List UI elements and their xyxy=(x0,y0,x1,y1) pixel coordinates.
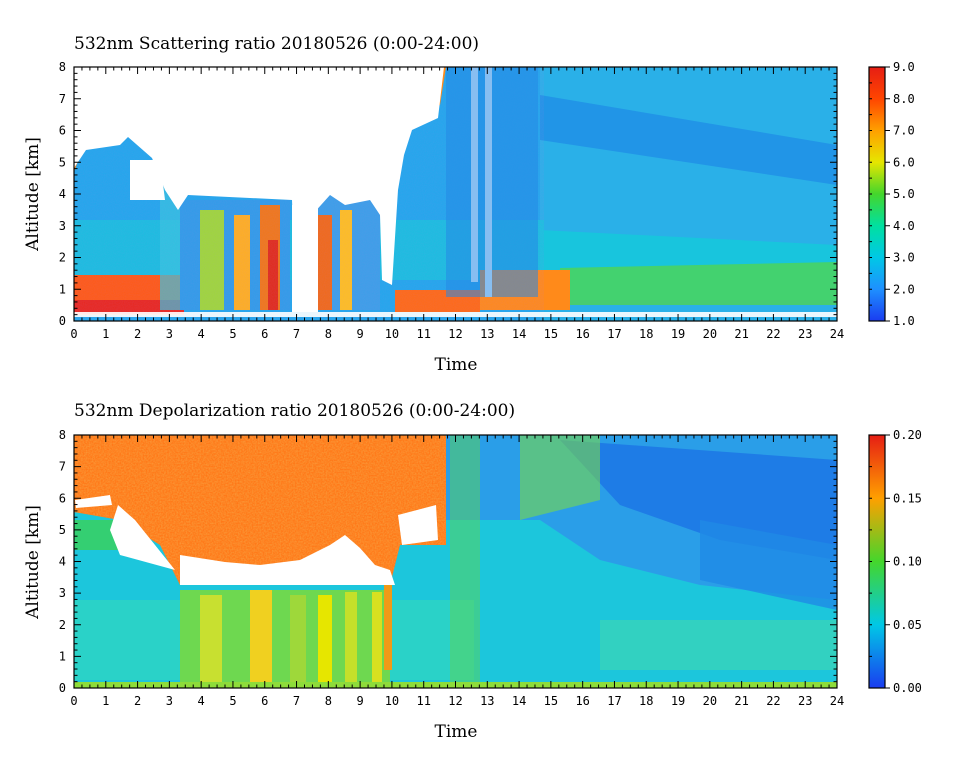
scattering-ytick-label: 3 xyxy=(59,219,66,233)
scattering-ticks: 0 1 2 3 4 5 6 7 8 9 10 11 12 13 14 15 16 17 18 19 20 21 22 23 24… xyxy=(59,60,844,341)
scattering-xtick-label: 1 xyxy=(102,327,109,341)
depolarization-colorbar-label: 0.15 xyxy=(893,491,922,505)
depolarization-xtick-label: 10 xyxy=(385,694,399,708)
depolarization-ticks: 0 1 2 3 4 5 6 7 8 9 10 11 12 13 14 15 16 17 18 19 20 21 22 23 24… xyxy=(59,428,844,708)
scattering-xtick-label: 9 xyxy=(357,327,364,341)
depolarization-xlabel: Time xyxy=(435,722,478,742)
scattering-xtick-label: 17 xyxy=(607,327,621,341)
depolarization-ytick-label: 3 xyxy=(59,586,66,600)
scattering-ytick-label: 8 xyxy=(59,60,66,74)
scattering-title: 532nm Scattering ratio 20180526 (0:00-24… xyxy=(74,34,479,54)
depolarization-xtick-label: 21 xyxy=(734,694,748,708)
depolarization-xtick-label: 3 xyxy=(166,694,173,708)
scattering-xtick-label: 8 xyxy=(325,327,332,341)
scattering-xtick-label: 2 xyxy=(134,327,141,341)
depolarization-xtick-label: 8 xyxy=(325,694,332,708)
scattering-colorbar-label: 5.0 xyxy=(893,187,915,201)
depolarization-xtick-label: 5 xyxy=(229,694,236,708)
depolarization-ytick-label: 6 xyxy=(59,491,66,505)
scattering-plot-area xyxy=(74,67,837,321)
scattering-xtick-label: 6 xyxy=(261,327,268,341)
depolarization-xtick-label: 22 xyxy=(766,694,780,708)
depolarization-xtick-label: 9 xyxy=(357,694,364,708)
scattering-colorbar-label: 7.0 xyxy=(893,124,915,138)
depolarization-xtick-label: 14 xyxy=(512,694,526,708)
scattering-xtick-label: 12 xyxy=(448,327,462,341)
scattering-xtick-label: 16 xyxy=(575,327,589,341)
depolarization-colorbar: 0.00 0.05 0.10 0.15 0.20 xyxy=(868,428,922,695)
depolarization-ytick-label: 7 xyxy=(59,460,66,474)
scattering-ytick-label: 2 xyxy=(59,251,66,265)
depolarization-xtick-label: 23 xyxy=(798,694,812,708)
scattering-colorbar-label: 1.0 xyxy=(893,314,915,328)
scattering-ylabel: Altitude [km] xyxy=(23,137,43,252)
scattering-xtick-label: 21 xyxy=(734,327,748,341)
depolarization-colorbar-label: 0.10 xyxy=(893,555,922,569)
scattering-xtick-label: 20 xyxy=(703,327,717,341)
scattering-xtick-label: 23 xyxy=(798,327,812,341)
depolarization-colorbar-label: 0.20 xyxy=(893,428,922,442)
scattering-xtick-label: 4 xyxy=(198,327,205,341)
scattering-colorbar-label: 3.0 xyxy=(893,251,915,265)
scattering-colorbar-label: 9.0 xyxy=(893,60,915,74)
depolarization-xtick-label: 0 xyxy=(70,694,77,708)
scattering-ytick-label: 6 xyxy=(59,124,66,138)
depolarization-xtick-label: 15 xyxy=(544,694,558,708)
depolarization-xtick-label: 11 xyxy=(416,694,430,708)
depolarization-xtick-label: 2 xyxy=(134,694,141,708)
depolarization-ytick-label: 8 xyxy=(59,428,66,442)
scattering-ytick-label: 4 xyxy=(59,187,66,201)
depolarization-xtick-label: 19 xyxy=(671,694,685,708)
depolarization-plot-area xyxy=(74,435,837,688)
scattering-xtick-label: 15 xyxy=(544,327,558,341)
scattering-ytick-label: 5 xyxy=(59,155,66,169)
scattering-colorbar-label: 6.0 xyxy=(893,155,915,169)
scattering-ytick-label: 0 xyxy=(59,314,66,328)
depolarization-ytick-label: 2 xyxy=(59,618,66,632)
depolarization-xtick-label: 12 xyxy=(448,694,462,708)
depolarization-xtick-label: 24 xyxy=(830,694,844,708)
scattering-xtick-label: 24 xyxy=(830,327,844,341)
scattering-colorbar: 1.0 2.0 3.0 4.0 5.0 6.0 7.0 8.0 9.0 xyxy=(868,60,915,328)
depolarization-title: 532nm Depolarization ratio 20180526 (0:0… xyxy=(74,401,515,421)
scattering-xtick-label: 10 xyxy=(385,327,399,341)
scattering-xtick-label: 18 xyxy=(639,327,653,341)
scattering-xtick-label: 19 xyxy=(671,327,685,341)
scattering-xtick-label: 0 xyxy=(70,327,77,341)
depolarization-ytick-label: 1 xyxy=(59,649,66,663)
depolarization-ytick-label: 5 xyxy=(59,523,66,537)
depolarization-ytick-label: 4 xyxy=(59,555,66,569)
scattering-colorbar-label: 2.0 xyxy=(893,282,915,296)
depolarization-ylabel: Altitude [km] xyxy=(23,505,43,620)
depolarization-ratio-panel: 532nm Depolarization ratio 20180526 (0:0… xyxy=(23,401,922,742)
scattering-xtick-label: 11 xyxy=(416,327,430,341)
scattering-ytick-label: 1 xyxy=(59,282,66,296)
scattering-xtick-label: 7 xyxy=(293,327,300,341)
scattering-colorbar-label: 8.0 xyxy=(893,92,915,106)
depolarization-xtick-label: 6 xyxy=(261,694,268,708)
depolarization-xtick-label: 4 xyxy=(198,694,205,708)
depolarization-xtick-label: 20 xyxy=(703,694,717,708)
depolarization-xtick-label: 13 xyxy=(480,694,494,708)
depolarization-xtick-label: 1 xyxy=(102,694,109,708)
depolarization-xtick-label: 17 xyxy=(607,694,621,708)
scattering-colorbar-label: 4.0 xyxy=(893,219,915,233)
scattering-colorbar-gradient xyxy=(869,67,885,321)
scattering-ratio-panel: 532nm Scattering ratio 20180526 (0:00-24… xyxy=(23,34,915,375)
depolarization-xtick-label: 7 xyxy=(293,694,300,708)
depolarization-xtick-label: 18 xyxy=(639,694,653,708)
depolarization-ytick-label: 0 xyxy=(59,681,66,695)
scattering-xtick-label: 22 xyxy=(766,327,780,341)
scattering-xtick-label: 13 xyxy=(480,327,494,341)
scattering-xtick-label: 3 xyxy=(166,327,173,341)
depolarization-colorbar-gradient xyxy=(869,435,885,688)
scattering-xtick-label: 14 xyxy=(512,327,526,341)
depolarization-xtick-label: 16 xyxy=(575,694,589,708)
depolarization-colorbar-label: 0.05 xyxy=(893,618,922,632)
scattering-ytick-label: 7 xyxy=(59,92,66,106)
scattering-xlabel: Time xyxy=(435,355,478,375)
scattering-xtick-label: 5 xyxy=(229,327,236,341)
depolarization-colorbar-label: 0.00 xyxy=(893,681,922,695)
